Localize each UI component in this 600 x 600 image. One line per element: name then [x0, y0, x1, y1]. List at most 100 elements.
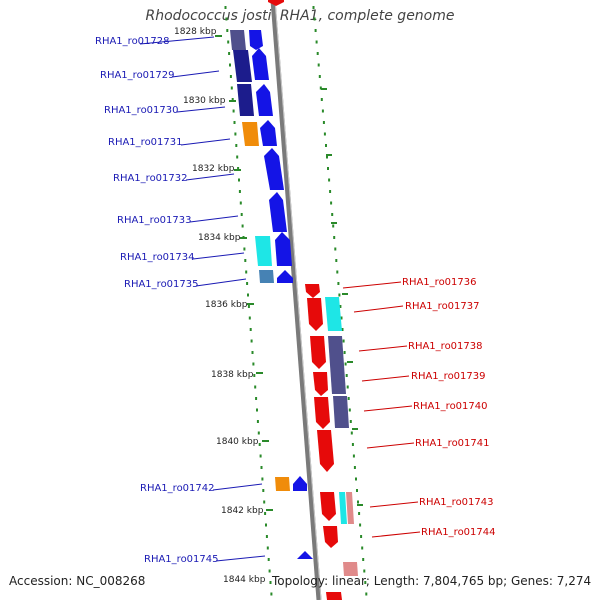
gene-arrow[interactable]	[339, 492, 347, 524]
gene-arrow[interactable]	[313, 372, 328, 396]
scale-labels: 1828 kbp 1830 kbp 1832 kbp 1834 kbp 1836…	[174, 27, 266, 585]
gene-label-left[interactable]: RHA1_ro01728	[95, 36, 170, 47]
track-dot	[247, 305, 250, 308]
gene-arrow[interactable]	[297, 551, 313, 559]
track-dot	[365, 592, 368, 596]
gene-arrow[interactable]	[249, 30, 263, 50]
gene-arrow[interactable]	[264, 148, 284, 190]
gene-arrow[interactable]	[277, 270, 293, 283]
leader-line	[171, 70, 220, 78]
gene-arrow[interactable]	[307, 298, 323, 331]
track-dot	[250, 339, 253, 343]
track-dot	[256, 408, 258, 412]
left-leader-lines	[139, 36, 266, 562]
gene-label-right[interactable]: RHA1_ro01743	[419, 497, 494, 508]
track-dot	[325, 144, 327, 147]
left-strand-genes	[230, 30, 313, 559]
gene-label-right[interactable]: RHA1_ro01736	[402, 277, 477, 288]
genome-backbone	[270, 0, 322, 600]
track-dot	[318, 75, 321, 78]
gene-arrow[interactable]	[346, 492, 354, 524]
gene-arrow[interactable]	[314, 397, 330, 429]
gene-arrow[interactable]	[333, 396, 349, 428]
track-dot	[238, 190, 241, 193]
gene-arrow[interactable]	[269, 192, 287, 232]
gene-label-left[interactable]: RHA1_ro01730	[104, 105, 179, 116]
scale-label: 1830 kbp	[183, 96, 226, 106]
gene-arrow[interactable]	[242, 122, 259, 146]
gene-arrow[interactable]	[260, 120, 277, 146]
track-dot	[263, 500, 266, 504]
track-dot	[316, 52, 319, 55]
track-dot	[229, 75, 232, 78]
leader-line	[212, 483, 263, 491]
map-title: Rhodococcus jostii RHA1, complete genome	[145, 8, 455, 24]
gene-arrow[interactable]	[233, 50, 252, 82]
track-dot	[232, 109, 235, 113]
gene-arrow[interactable]	[343, 562, 358, 576]
gene-arrow[interactable]	[256, 84, 273, 116]
gene-label-left[interactable]: RHA1_ro01729	[100, 70, 175, 81]
gene-arrow[interactable]	[255, 236, 272, 266]
track-dot	[251, 351, 254, 354]
gene-arrow[interactable]	[293, 476, 307, 491]
track-dot	[239, 201, 242, 205]
track-dot	[260, 466, 263, 469]
gene-label-left[interactable]: RHA1_ro01734	[120, 252, 195, 263]
gene-arrow[interactable]	[230, 30, 246, 50]
gene-arrow[interactable]	[275, 232, 292, 266]
track-dot	[261, 477, 264, 481]
gene-label-left[interactable]: RHA1_ro01735	[124, 279, 199, 290]
gene-arrow[interactable]	[237, 84, 254, 116]
gene-label-left[interactable]: RHA1_ro01732	[113, 173, 188, 184]
gene-label-left[interactable]: RHA1_ro01742	[140, 483, 215, 494]
gene-label-right[interactable]: RHA1_ro01737	[405, 301, 480, 312]
leader-line	[176, 106, 226, 113]
track-dot	[244, 259, 247, 262]
scale-label: 1838 kbp	[211, 370, 254, 380]
scale-label: 1842 kbp	[221, 506, 264, 516]
gene-arrow[interactable]	[320, 492, 336, 521]
track-dot	[236, 155, 239, 159]
leader-line	[139, 36, 215, 45]
gene-label-right[interactable]: RHA1_ro01739	[411, 371, 486, 382]
track-dot	[349, 420, 352, 423]
leader-line	[369, 501, 419, 508]
accession-text: Accession: NC_008268	[9, 574, 146, 588]
track-dot	[346, 385, 349, 389]
track-dot	[259, 454, 262, 458]
track-dot	[248, 316, 251, 320]
track-dot	[227, 40, 230, 44]
gene-arrow[interactable]	[259, 270, 274, 283]
track-dot	[245, 270, 248, 274]
track-dot	[339, 305, 342, 308]
track-dot	[350, 431, 353, 435]
track-dot	[351, 443, 354, 446]
track-dot	[264, 512, 267, 515]
gene-label-right[interactable]: RHA1_ro01741	[415, 438, 490, 449]
gene-arrow[interactable]	[328, 336, 346, 394]
gene-label-right[interactable]: RHA1_ro01740	[413, 401, 488, 412]
gene-arrow[interactable]	[275, 477, 290, 491]
track-dot	[269, 581, 272, 584]
leader-line	[342, 281, 402, 289]
track-dot	[224, 6, 227, 9]
track-dot	[257, 431, 260, 435]
gene-arrow[interactable]	[317, 430, 334, 472]
gene-arrow[interactable]	[305, 284, 320, 298]
gene-arrow[interactable]	[252, 48, 269, 80]
gene-label-left[interactable]: RHA1_ro01733	[117, 215, 192, 226]
gene-label-left[interactable]: RHA1_ro01731	[108, 137, 183, 148]
track-dot	[243, 247, 246, 251]
gene-arrow[interactable]	[326, 592, 342, 600]
track-dot	[266, 546, 269, 550]
leader-line	[195, 278, 247, 287]
gene-arrow[interactable]	[310, 336, 326, 369]
gene-arrow[interactable]	[323, 526, 338, 548]
gene-label-right[interactable]: RHA1_ro01738	[408, 341, 483, 352]
gene-label-right[interactable]: RHA1_ro01744	[421, 527, 496, 538]
track-dot	[323, 132, 326, 136]
gene-arrow[interactable]	[325, 297, 342, 331]
gene-label-left[interactable]: RHA1_ro01745	[144, 554, 219, 565]
